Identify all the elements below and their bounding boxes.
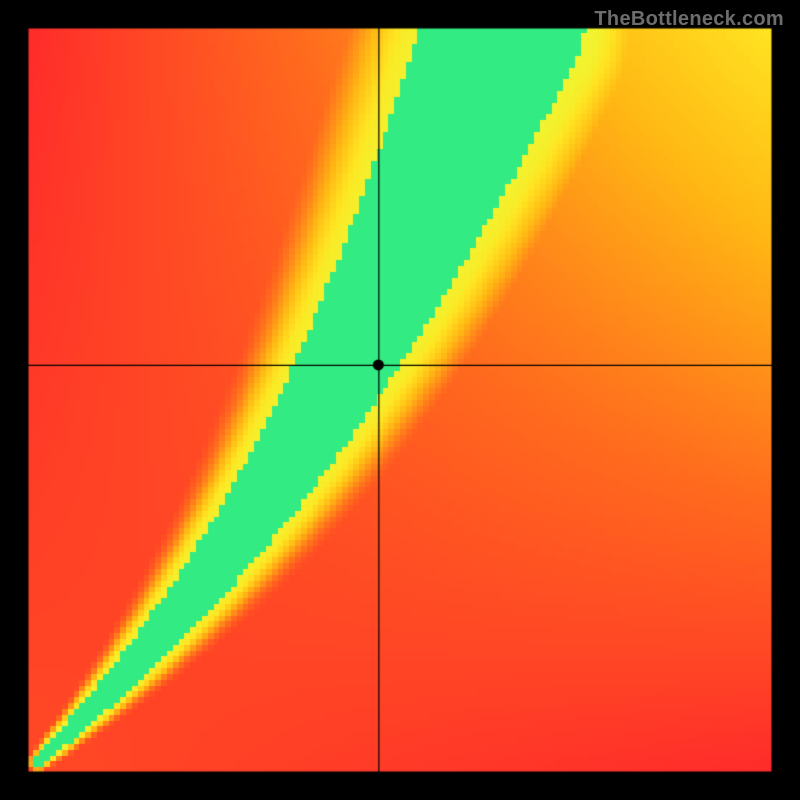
plot-area xyxy=(27,27,773,773)
watermark-text: TheBottleneck.com xyxy=(594,8,784,31)
heatmap-canvas xyxy=(27,27,773,773)
figure-container: TheBottleneck.com xyxy=(0,0,800,800)
